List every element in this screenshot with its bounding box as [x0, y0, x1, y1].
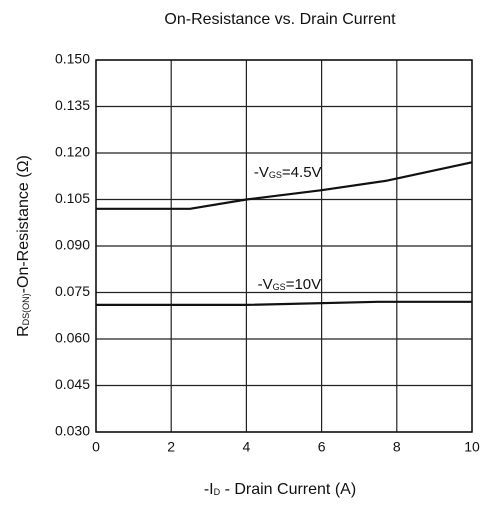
plot-frame — [95, 59, 473, 433]
y-axis-label: RDS(ON)-On-Resistance (Ω) — [15, 155, 32, 337]
series-label: -VGS=4.5V — [254, 164, 322, 181]
label-part: =4.5V — [282, 164, 322, 181]
subscript: GS — [269, 170, 282, 180]
series-label: -VGS=10V — [258, 276, 321, 293]
x-tick-label: 2 — [167, 439, 175, 455]
x-axis-label: -ID - Drain Current (A) — [204, 481, 356, 498]
line-series — [96, 161, 473, 210]
x-tick-label: 10 — [464, 439, 480, 455]
label-part: -V — [254, 164, 269, 181]
label-part: -V — [258, 276, 273, 293]
label-part: - Drain Current (A) — [220, 481, 356, 498]
x-tick-label: 0 — [92, 439, 100, 455]
subscript: GS — [273, 281, 286, 291]
y-tick-label: 0.075 — [55, 283, 90, 299]
chart-title: On-Resistance vs. Drain Current — [164, 11, 396, 28]
x-tick-label: 4 — [243, 439, 251, 455]
y-tick-label: 0.030 — [55, 423, 90, 439]
y-tick-label: 0.135 — [55, 97, 90, 113]
x-tick-label: 8 — [393, 439, 401, 455]
subscript: DS(ON) — [21, 293, 31, 325]
label-part: -On-Resistance (Ω) — [15, 155, 32, 293]
line-series — [96, 300, 472, 306]
y-tick-label: 0.120 — [55, 144, 90, 160]
y-tick-label: 0.060 — [55, 330, 90, 346]
y-tick-label: 0.105 — [55, 190, 90, 206]
label-part: =10V — [286, 276, 321, 293]
label-part: -I — [204, 481, 214, 498]
y-tick-label: 0.045 — [55, 376, 90, 392]
y-tick-label: 0.150 — [55, 51, 90, 67]
subscript: D — [214, 487, 221, 497]
x-tick-label: 6 — [318, 439, 326, 455]
y-tick-label: 0.090 — [55, 237, 90, 253]
label-part: R — [15, 325, 32, 337]
